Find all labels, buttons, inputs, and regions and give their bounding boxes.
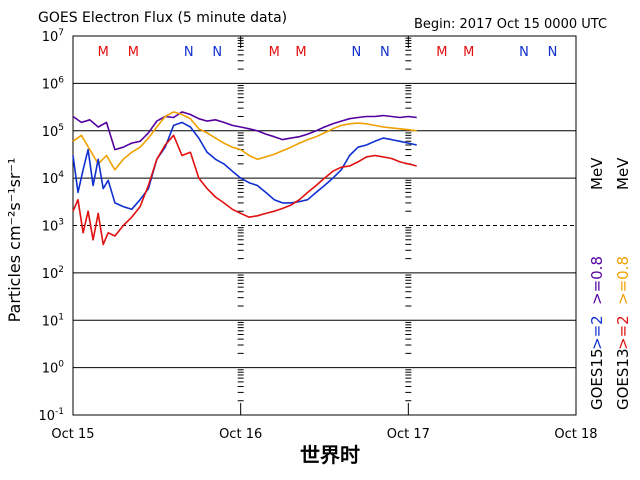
x-tick-label: Oct 18 [554,427,597,442]
right-label: >=2 [614,315,632,350]
marker-N: N [519,45,529,60]
y-tick-label: 106 [42,75,65,92]
marker-N: N [351,45,361,60]
right-label: GOES13 [614,348,632,410]
series-line-3 [72,121,417,211]
y-tick-label: 101 [42,312,64,329]
y-axis-label: Particles cm⁻²s⁻¹sr⁻¹ [5,158,24,323]
marker-M: M [436,45,447,60]
right-label: GOES15 [588,348,606,410]
y-tick-label: 107 [42,28,64,45]
y-tick-labels: 10-1 100 101 102 103 104 105 106 107 [38,28,64,424]
gridlines [73,82,576,369]
marker-N: N [548,45,558,60]
series-line-4 [72,134,417,246]
marker-N: N [380,45,390,60]
marker-M: M [98,45,109,60]
marker-M: M [269,45,280,60]
y-tick-label: 103 [42,218,64,235]
chart-title: GOES Electron Flux (5 minute data) [38,10,287,26]
y-tick-label: 102 [42,265,64,282]
x-tick-label: Oct 15 [51,427,94,442]
right-label: >=2 [588,315,606,350]
x-tick-labels: Oct 15 Oct 16 Oct 17 Oct 18 [51,427,597,442]
series-line-1 [72,111,417,151]
marker-N: N [184,45,194,60]
right-label: MeV [588,157,606,190]
x-tick-label: Oct 17 [387,427,430,442]
x-axis-label: 世界时 [300,443,360,467]
y-tick-label: 100 [42,360,65,377]
right-label: MeV [614,157,632,190]
y-tick-label: 10-1 [38,407,64,424]
y-tick-label: 104 [42,170,65,187]
series-line-2 [72,111,417,171]
day-tick-columns [237,36,412,415]
marker-N: N [212,45,222,60]
right-label: >=0.8 [614,256,632,305]
marker-M: M [295,45,306,60]
begin-label: Begin: 2017 Oct 15 0000 UTC [414,17,607,32]
marker-M: M [463,45,474,60]
x-tick-label: Oct 16 [219,427,262,442]
marker-M: M [128,45,139,60]
y-tick-label: 105 [42,123,64,140]
right-label: >=0.8 [588,256,606,305]
series-group [72,111,417,246]
